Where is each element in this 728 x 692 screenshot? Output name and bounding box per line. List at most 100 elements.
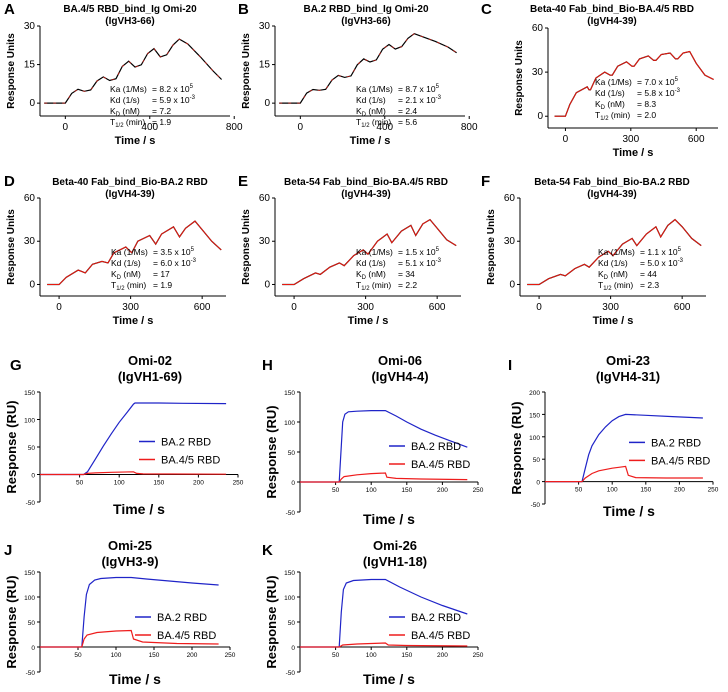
y-tick-label: 30 [24,236,36,247]
x-tick-label: 800 [226,122,243,133]
x-tick-label: 100 [366,652,377,659]
y-tick-label: 60 [532,23,544,34]
x-tick-label: 200 [193,480,204,487]
kinetics-value: = 6.0 x 10-3 [153,258,197,268]
series-ba-4-5-rbd [40,629,219,648]
x-tick-label: 100 [366,487,377,494]
x-tick-label: 250 [225,652,236,659]
kinetics-label: Ka (1/Ms) [110,84,147,94]
y-tick-label: 0 [291,645,295,652]
series-data [47,220,222,285]
x-tick-label: 200 [437,487,448,494]
x-tick-label: 150 [401,652,412,659]
panel-g: G Omi-02(IgVH1-69) -50 0 50 100 150 50 100 150 200… [4,353,244,517]
y-tick-label: 100 [24,418,35,425]
y-axis-label: Response (RU) [4,400,19,493]
x-axis-label: Time / s [593,315,634,327]
x-tick-label: 200 [437,652,448,659]
panel-letter: E [238,173,248,190]
legend-label: BA.4/5 RBD [651,455,710,467]
series-ba-2-rbd [545,413,703,483]
x-axis-label: Time / s [613,147,654,159]
kinetics-value: = 7.2 [152,106,171,116]
x-tick-label: 50 [74,652,82,659]
chart-title: (IgVH1-18) [363,554,427,569]
kinetics-label: Kd (1/s) [595,88,625,98]
kinetics-label: KD (nM) [110,106,140,118]
x-axis-label: Time / s [109,671,161,687]
y-tick-label: 0 [264,98,270,109]
series-ba-2-rbd [40,402,227,476]
x-tick-label: 200 [674,487,685,494]
y-axis-label: Response Units [514,40,525,116]
kinetics-value: = 1.1 x 105 [640,247,682,257]
y-axis-label: Response Units [241,209,252,285]
legend-label: BA.2 RBD [161,437,211,449]
x-tick-label: 250 [233,480,244,487]
kinetics-value: = 8.7 x 105 [398,84,440,94]
y-tick-label: 50 [288,620,296,627]
legend-label: BA.2 RBD [411,441,461,453]
chart-title: (IgVH3-9) [101,554,158,569]
x-tick-label: 400 [376,122,393,133]
y-axis-label: Response Units [241,33,252,109]
panel-letter: G [10,357,22,374]
legend-label: BA.4/5 RBD [411,630,470,642]
y-tick-label: 100 [529,435,540,442]
chart-title: (IgVH4-39) [341,189,390,200]
x-axis-label: Time / s [113,501,165,517]
chart-title: Beta-40 Fab_bind_Bio-BA.4/5 RBD [530,4,694,15]
y-tick-label: 0 [264,279,270,290]
x-tick-label: 0 [536,302,542,313]
chart-title: Beta-40 Fab_bind_Bio-BA.2 RBD [52,177,208,188]
y-tick-label: -50 [286,670,296,677]
y-tick-label: 150 [24,390,35,397]
x-axis-label: Time / s [350,135,391,147]
x-tick-label: 150 [401,487,412,494]
panel-letter: C [481,1,492,18]
x-tick-label: 200 [187,652,198,659]
panel-letter: F [481,173,490,190]
chart-title: BA.2 RBD_bind_Ig Omi-20 [303,4,428,15]
x-tick-label: 600 [429,302,446,313]
x-axis-label: Time / s [603,503,655,519]
y-axis-label: Response Units [486,209,497,285]
chart-title: (IgVH1-69) [118,369,182,384]
legend-label: BA.4/5 RBD [161,455,220,467]
x-tick-label: 800 [461,122,478,133]
panel-c: C Beta-40 Fab_bind_Bio-BA.4/5 RBD(IgVH4-3… [481,1,718,159]
x-axis-label: Time / s [363,511,415,527]
series-ba-2-rbd [300,578,468,648]
kinetics-label: Kd (1/s) [598,258,628,268]
panel-a: A BA.4/5 RBD_bind_Ig Omi-20(IgVH3-66) 0 15 3… [4,1,243,147]
y-tick-label: 15 [259,60,271,71]
x-tick-label: 100 [114,480,125,487]
chart-title: (IgVH4-39) [105,189,154,200]
y-tick-label: 50 [28,445,36,452]
kinetics-label: Kd (1/s) [111,258,141,268]
y-tick-label: 50 [533,457,541,464]
chart-title: (IgVH4-4) [371,369,428,384]
x-tick-label: 0 [56,302,62,313]
kinetics-value: = 5.6 [398,117,417,127]
series-fit [554,50,714,117]
kinetics-value: = 2.0 [637,110,656,120]
x-tick-label: 50 [575,487,583,494]
panel-e: E Beta-54 Fab_bind_Bio-BA.4/5 RBD(IgVH4-3… [238,173,461,327]
y-tick-label: -50 [531,502,541,509]
legend-label: BA.4/5 RBD [411,459,470,471]
kinetics-value: = 2.4 [398,106,417,116]
x-tick-label: 300 [622,134,639,145]
x-tick-label: 50 [332,652,340,659]
chart-title: (IgVH4-39) [587,16,636,27]
y-tick-label: 60 [504,193,516,204]
legend-label: BA.2 RBD [411,612,461,624]
kinetics-value: = 34 [398,269,415,279]
panel-letter: I [508,357,512,374]
kinetics-value: = 5.9 x 10-3 [152,95,196,105]
x-tick-label: 300 [357,302,374,313]
kinetics-value: = 1.5 x 105 [398,247,440,257]
x-tick-label: 0 [563,134,569,145]
kinetics-value: = 5.1 x 10-3 [398,258,442,268]
